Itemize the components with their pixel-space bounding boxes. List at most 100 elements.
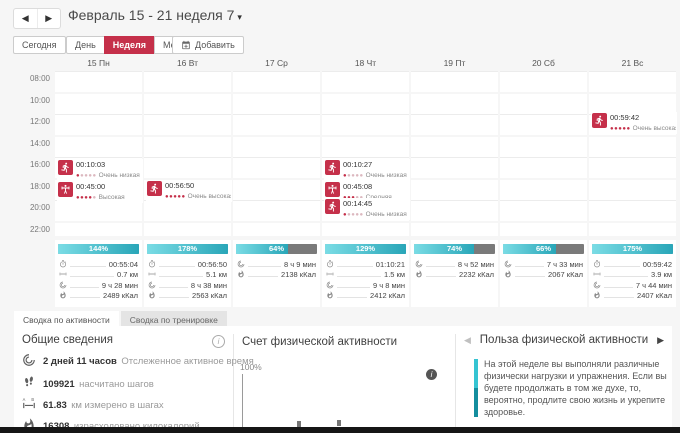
day-header: 19 Пт [443, 58, 466, 68]
leader-line [604, 276, 649, 277]
active-time-icon [593, 281, 601, 288]
active-time-icon [415, 260, 423, 267]
overview-value: 109921 [43, 379, 75, 390]
summary-stat-row: 00:56:50 [148, 258, 227, 269]
calendar-event[interactable]: 00:10:27 ●●●●● Очень низкая [324, 159, 410, 181]
time-label: 16:00 [29, 160, 50, 169]
panel-divider [455, 334, 456, 427]
active-time-value: 7 ч 33 мин [546, 259, 583, 269]
summary-stat-row: 00:55:04 [59, 258, 138, 269]
steps-icon [25, 376, 33, 387]
day-header: 15 Пн [87, 58, 110, 68]
day-summary: 175% 00:59:42 3.9 км 7 ч 44 мин 2407 кКа… [589, 240, 676, 307]
event-duration: 00:59:42 [610, 113, 640, 122]
summary-stat-row: 2412 кКал [326, 290, 405, 300]
calories-value: 2407 кКал [637, 291, 672, 300]
calendar-event[interactable]: 00:45:08 ●●●●●Средняя [324, 181, 410, 203]
leader-line [337, 265, 373, 267]
summary-stat-row: 8 ч 9 мин [237, 258, 316, 269]
benefit-header: ◀ Польза физической активности ▶ [464, 334, 664, 346]
day-header: 17 Ср [265, 58, 288, 68]
timer-icon [149, 259, 155, 267]
info-icon[interactable]: i [212, 335, 225, 348]
summary-stat-row: 8 ч 38 мин [148, 279, 227, 290]
leader-line [70, 265, 106, 267]
overview-value: 2 дней 11 часов [43, 356, 117, 367]
y-axis-line [242, 374, 243, 427]
svg-text:B: B [31, 397, 34, 402]
summary-stat-row: 3.9 км [593, 269, 672, 279]
timer-icon [60, 259, 66, 267]
summary-stat-row: 01:10:21 [326, 258, 405, 269]
view-day-button[interactable]: День [66, 36, 105, 54]
summary-stat-row: 2067 кКал [504, 269, 583, 279]
goal-percent-label: 178% [177, 244, 198, 253]
intensity-label: Средняя [365, 193, 392, 201]
summary-stat-row: 7 ч 44 мин [593, 279, 672, 290]
benefit-next-icon[interactable]: ▶ [657, 334, 664, 345]
activity-time-value: 00:59:42 [642, 259, 672, 269]
day-summary: 178% 00:56:50 5.1 км 8 ч 38 мин 2563 кКа… [144, 240, 231, 307]
calendar-event[interactable]: 00:59:42 ●●●●● Очень высокая [591, 112, 677, 134]
leader-line [159, 276, 204, 277]
add-button[interactable]: Добавить [172, 36, 244, 54]
summary-stat-row: 2563 кКал [148, 290, 227, 300]
calories-value: 2412 кКал [370, 291, 405, 300]
overview-row: 109921 насчитано шагов [22, 374, 154, 392]
goal-percent-label: 66% [535, 244, 551, 253]
calories-icon [24, 418, 34, 427]
next-week-button[interactable]: ▶ [36, 9, 61, 28]
day-column [500, 71, 587, 236]
overview-row: 2 дней 11 часов Отслеженное активное вре… [22, 351, 254, 369]
active-time-value: 8 ч 52 мин [457, 259, 494, 269]
calories-value: 2138 кКал [281, 270, 316, 279]
calories-icon [505, 270, 511, 278]
intensity-dots-filled: ● [343, 172, 348, 179]
leader-line [515, 265, 544, 267]
active-time-icon [504, 260, 512, 267]
date-range-title[interactable]: Февраль 15 - 21 неделя 7 ▾ [68, 7, 242, 23]
week-nav: ◀ ▶ [13, 8, 61, 29]
calories-icon [327, 291, 333, 299]
event-duration: 00:45:00 [76, 182, 106, 191]
day-summary: 129% 01:10:21 1.5 км 9 ч 8 мин 2412 кКал [322, 240, 409, 307]
goal-percent-bar: 175% [592, 244, 673, 254]
info-icon[interactable]: i [426, 369, 437, 380]
leader-line [337, 286, 370, 288]
goal-percent-bar: 64% [236, 244, 317, 254]
leader-line [604, 265, 640, 267]
goal-percent-bar: 74% [414, 244, 495, 254]
prev-week-button[interactable]: ◀ [21, 13, 29, 23]
leader-line [70, 286, 99, 288]
intensity-dots-filled: ●●●● [76, 194, 93, 201]
calendar-event[interactable]: 00:56:50 ●●●●● Очень высокая [146, 180, 232, 202]
tab-activity-summary[interactable]: Сводка по активности [14, 311, 119, 329]
goal-percent-fill [592, 244, 673, 254]
day-header: 21 Вс [621, 58, 644, 68]
view-week-button[interactable]: Неделя [103, 36, 155, 54]
leader-line [70, 297, 101, 298]
goal-percent-label: 64% [268, 244, 284, 253]
summary-stat-row: 5.1 км [148, 269, 227, 279]
calendar-event[interactable]: 00:14:45 ●●●●● Очень низкая [324, 198, 410, 220]
calendar-event[interactable]: 00:45:00 ●●●●● Высокая [57, 181, 143, 203]
active-time-icon [148, 281, 156, 288]
tab-training-summary[interactable]: Сводка по тренировке [120, 311, 227, 329]
day-column [144, 71, 231, 236]
leader-line [426, 265, 455, 267]
goal-percent-label: 175% [622, 244, 643, 253]
active-time-value: 8 ч 9 мин [284, 259, 316, 269]
today-button[interactable]: Сегодня [13, 36, 66, 54]
summary-tabs: Сводка по активности Сводка по тренировк… [14, 311, 227, 329]
distance-value: 5.1 км [206, 270, 227, 279]
calendar-event[interactable]: 00:10:03 ●●●●● Очень низкая [57, 159, 143, 181]
intensity-dots-filled: ● [343, 211, 348, 218]
event-duration: 00:10:03 [76, 160, 106, 169]
calories-value: 2067 кКал [548, 270, 583, 279]
walk-activity-icon [325, 160, 340, 175]
overview-row: 16308 израсходовано килокалорий [22, 416, 200, 427]
benefit-prev-icon[interactable]: ◀ [464, 334, 471, 345]
leader-line [159, 297, 190, 298]
distance-value: 1.5 км [384, 270, 405, 279]
goal-percent-fill [414, 244, 474, 254]
